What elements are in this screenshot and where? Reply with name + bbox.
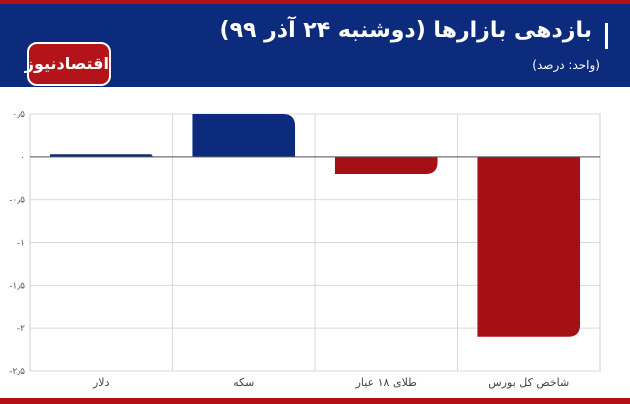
y-tick-label: ۰	[20, 153, 25, 163]
y-tick-label: ۰٫۵	[12, 110, 25, 120]
y-tick-label: -۲٫۵	[9, 367, 25, 377]
y-tick-label: -۰٫۵	[9, 196, 25, 206]
x-category-label: طلای ۱۸ عیار	[355, 376, 418, 389]
y-tick-label: -۲	[17, 324, 25, 334]
unit-label: (واحد: درصد)	[532, 58, 600, 72]
y-tick-label: -۱٫۵	[9, 281, 25, 291]
bar-1	[49, 154, 153, 157]
top-accent-stripe	[0, 0, 630, 4]
brand-logo: اقتصادنیوز سایت مرجع اقتصاد ایران	[25, 42, 111, 100]
page-title: بازدهی بازارها (دوشنبه ۲۴ آذر ۹۹)	[219, 18, 592, 43]
bottom-accent-stripe	[0, 398, 630, 404]
bar-3	[334, 156, 438, 174]
y-tick-label: -۱	[17, 239, 25, 249]
x-category-label: سکه	[233, 376, 254, 389]
bar-4	[477, 156, 581, 337]
bar-2	[192, 114, 296, 157]
title-accent-bar	[605, 23, 608, 49]
logo-tagline: سایت مرجع اقتصاد ایران	[32, 89, 106, 97]
x-category-label: شاخص کل بورس	[488, 376, 569, 389]
logo-wordmark: اقتصادنیوز	[25, 42, 111, 86]
x-category-label: دلار	[92, 376, 110, 389]
